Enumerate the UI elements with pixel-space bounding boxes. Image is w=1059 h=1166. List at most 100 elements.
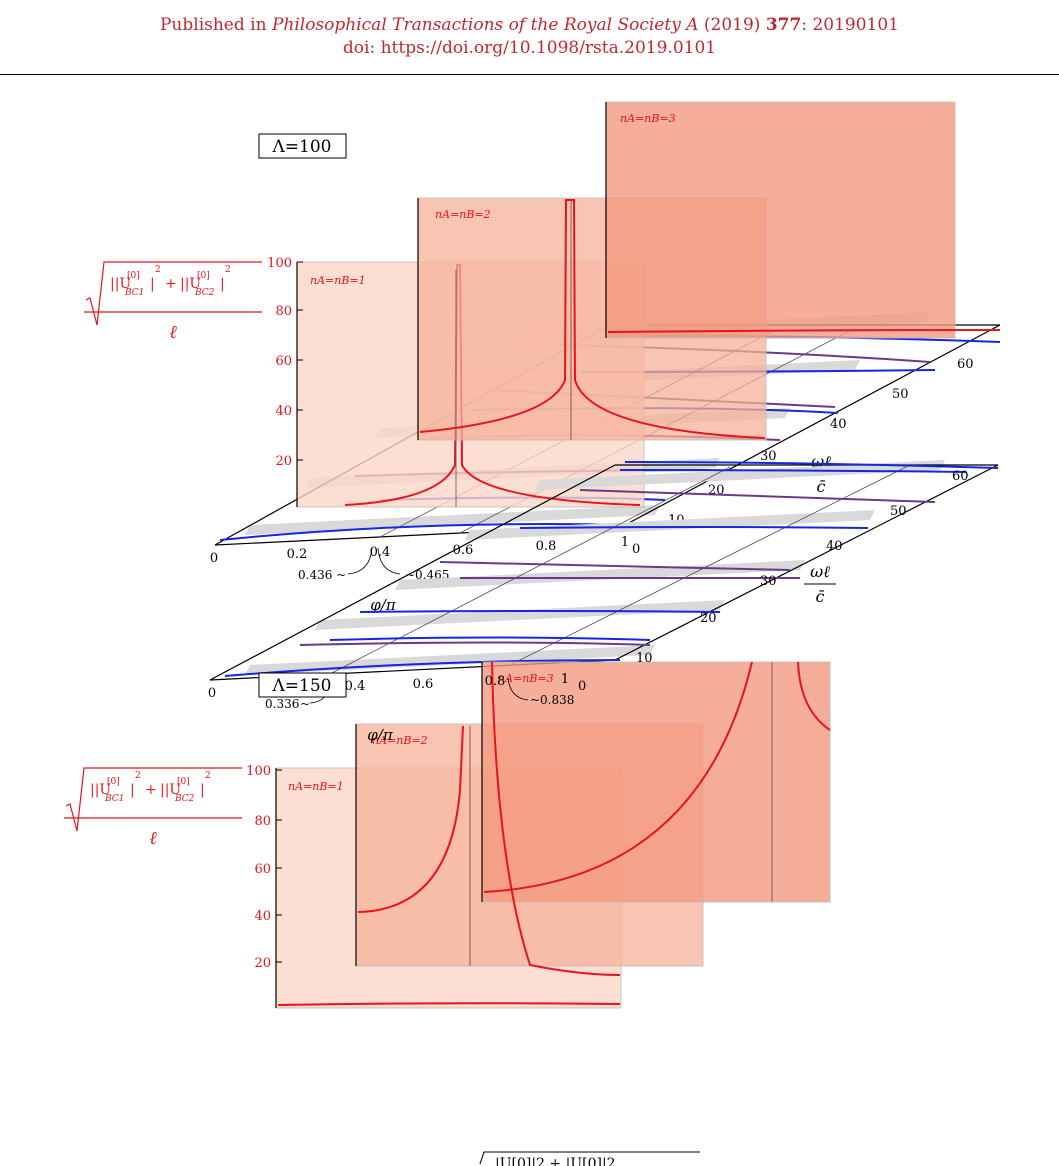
svg-text:2: 2 [135,771,141,781]
svg-text:0.8: 0.8 [536,539,557,554]
x-axis-label: φ/π [370,596,397,614]
svg-text:30: 30 [760,449,777,464]
svg-text:20: 20 [275,454,292,469]
panel2-nA-nB-3: nA=nB=3 [481,661,831,976]
page-header: Published in Philosophical Transactions … [0,14,1059,60]
panel-label-3: nA=nB=3 [620,112,676,125]
panel-label-1: nA=nB=1 [310,274,366,287]
svg-text:0: 0 [632,542,640,557]
svg-text:|U[0]|2 + |U[0]|2: |U[0]|2 + |U[0]|2 [495,1156,616,1166]
svg-text:|: | [200,782,205,798]
svg-text:[0]: [0] [107,777,120,787]
svg-text:60: 60 [952,469,969,484]
svg-text:50: 50 [892,387,909,402]
svg-text:40: 40 [826,539,843,554]
svg-text:+: + [165,276,177,292]
x-axis-label-2: φ/π [367,726,394,744]
svg-text:0.336: 0.336 [265,697,299,711]
volume-number: 377 [765,15,802,35]
svg-text:0.8: 0.8 [485,674,506,689]
svg-text:[0]: [0] [197,271,210,281]
svg-text:BC1: BC1 [124,288,144,298]
plot-title-box: Λ=100 [258,133,347,159]
svg-text:Λ=150: Λ=150 [272,676,332,696]
header-rule [0,74,1059,75]
svg-text:||U: ||U [180,276,201,292]
svg-text:40: 40 [830,417,847,432]
y-tick-labels-2: 0 10 20 30 40 50 60 [578,469,969,694]
svg-text:Λ=100: Λ=100 [272,137,332,157]
svg-text:~: ~ [405,568,415,582]
floor-bands-2 [245,460,945,675]
svg-text:+: + [145,782,157,798]
svg-text:0.2: 0.2 [287,547,308,562]
svg-text:~: ~ [300,697,310,711]
x-tick-labels: 0 0.2 0.4 0.6 0.8 1 [210,535,629,566]
svg-text:0.6: 0.6 [453,543,474,558]
svg-text:40: 40 [254,909,271,924]
footer-formula-fragment: |U[0]|2 + |U[0]|2 [479,1151,700,1166]
svg-text:0: 0 [578,679,586,694]
svg-text:BC2: BC2 [194,288,215,298]
z-axis-label: ||U [0] BC1 | 2 + ||U [0] BC2 | 2 ℓ [84,261,262,343]
svg-text:2: 2 [225,265,231,275]
svg-text:c̄: c̄ [816,587,825,606]
svg-text:20: 20 [700,611,717,626]
plot-lambda-100: nA=nB=1 nA=nB=2 nA=nB=3 20 40 60 80 100 [84,101,1001,614]
publication-line: Published in Philosophical Transactions … [159,15,899,35]
svg-text:BC2: BC2 [174,794,195,804]
svg-text:~: ~ [336,568,346,582]
plot-title-box-2: Λ=150 [258,672,347,698]
svg-text:||U: ||U [110,276,131,292]
svg-text:40: 40 [275,404,292,419]
svg-text:ℓ: ℓ [149,828,157,849]
svg-text:80: 80 [275,304,292,319]
svg-text:0: 0 [210,551,218,566]
svg-text:||U: ||U [160,782,181,798]
plot-lambda-150: nA=nB=1 nA=nB=2 nA=nB=3 20 40 60 80 100 [64,460,999,1009]
svg-text:0.838: 0.838 [540,693,574,707]
panel2-label-2: nA=nB=2 [372,734,428,747]
journal-name: Philosophical Transactions of the Royal … [271,15,699,35]
svg-text:2: 2 [155,265,161,275]
z-tick-labels: 20 40 60 80 100 [267,256,292,469]
svg-text:60: 60 [254,862,271,877]
svg-text:||U: ||U [90,782,111,798]
svg-text:|: | [220,276,225,292]
svg-text:100: 100 [246,764,271,779]
doi-line: doi: https://doi.org/10.1098/rsta.2019.0… [342,38,717,58]
svg-text:BC1: BC1 [104,794,124,804]
panel2-label-3: nA=nB=3 [498,672,554,685]
svg-text:0: 0 [208,686,216,701]
svg-text:60: 60 [957,357,974,372]
panel-label-2: nA=nB=2 [435,208,491,221]
svg-text:0.436: 0.436 [298,568,332,582]
svg-text:ωℓ: ωℓ [810,562,830,581]
svg-text:60: 60 [275,354,292,369]
svg-text:2: 2 [205,771,211,781]
svg-text:30: 30 [760,574,777,589]
z-tick-labels-2: 20 40 60 80 100 [246,764,271,971]
x-annotations-2: 0.336 ~ ~ 0.838 [265,677,574,711]
svg-text:1: 1 [621,535,629,550]
svg-text:|: | [150,276,155,292]
svg-text:0.6: 0.6 [413,677,434,692]
svg-text:|: | [130,782,135,798]
panel-nA-nB-3: nA=nB=3 [605,101,1001,339]
z-axis-label-2: ||U [0] BC1 | 2 + ||U [0] BC2 | 2 ℓ [64,767,242,849]
svg-text:50: 50 [890,504,907,519]
svg-text:ℓ: ℓ [169,322,177,343]
svg-text:[0]: [0] [177,777,190,787]
svg-text:c̄: c̄ [817,477,826,496]
svg-text:0.4: 0.4 [370,545,391,560]
svg-text:1: 1 [561,672,569,687]
svg-text:10: 10 [636,651,653,666]
floor-curves-2 [224,461,999,677]
svg-text:0.4: 0.4 [345,679,366,694]
svg-text:20: 20 [254,956,271,971]
y-axis-label-2: ωℓ c̄ [804,562,836,606]
svg-text:80: 80 [254,814,271,829]
svg-text:[0]: [0] [127,271,140,281]
svg-text:~: ~ [530,693,540,707]
